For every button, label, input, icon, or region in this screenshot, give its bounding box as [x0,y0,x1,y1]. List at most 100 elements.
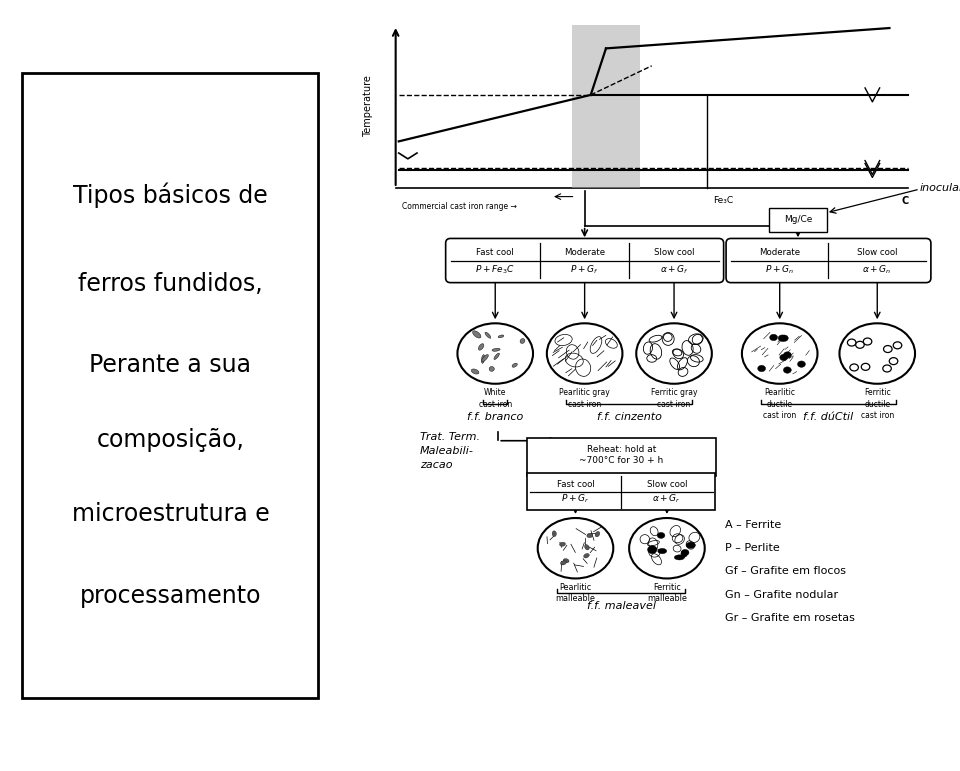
Ellipse shape [482,355,489,362]
Ellipse shape [780,354,788,361]
Ellipse shape [742,323,818,384]
Text: Fast cool: Fast cool [557,480,594,489]
Ellipse shape [686,542,695,548]
Ellipse shape [883,365,891,372]
Ellipse shape [564,558,569,563]
Ellipse shape [783,352,791,359]
Ellipse shape [636,323,712,384]
Ellipse shape [681,550,687,557]
Text: C: C [901,196,908,206]
Text: $P + G_n$: $P + G_n$ [765,263,794,275]
Text: A – Ferrite: A – Ferrite [725,520,781,530]
Ellipse shape [494,353,499,359]
Ellipse shape [848,339,856,346]
Ellipse shape [595,531,600,537]
Ellipse shape [682,550,689,556]
Text: Tipos básicos de: Tipos básicos de [73,183,268,208]
Text: Ferritic gray
cast iron: Ferritic gray cast iron [651,389,697,409]
Ellipse shape [783,367,791,373]
Text: Fe₃C: Fe₃C [712,196,732,205]
Ellipse shape [674,555,684,560]
Text: Ferritic
ductile
cast iron: Ferritic ductile cast iron [860,389,894,419]
FancyBboxPatch shape [527,438,716,476]
Ellipse shape [457,323,533,384]
Ellipse shape [492,348,500,352]
FancyBboxPatch shape [726,238,931,283]
Text: Commercial cast iron range →: Commercial cast iron range → [401,203,516,211]
Ellipse shape [481,355,485,363]
Text: microestrutura e: microestrutura e [72,503,269,527]
Ellipse shape [839,323,915,384]
Text: composição,: composição, [96,428,245,452]
Ellipse shape [757,365,765,372]
Ellipse shape [893,342,901,348]
Text: processamento: processamento [80,584,261,608]
Ellipse shape [855,342,864,348]
Ellipse shape [850,364,858,371]
Text: ferros fundidos,: ferros fundidos, [78,271,263,296]
Text: Trat. Term.
Maleabili-
zacao: Trat. Term. Maleabili- zacao [420,432,480,470]
Ellipse shape [889,358,898,365]
Ellipse shape [471,369,479,374]
Text: $P + G_f$: $P + G_f$ [570,263,599,275]
Ellipse shape [779,335,786,342]
Text: $\alpha + G_r$: $\alpha + G_r$ [653,493,682,505]
Ellipse shape [560,542,565,547]
Text: Pearlitic
malleable: Pearlitic malleable [556,583,595,603]
Text: Reheat: hold at
~700°C for 30 + h: Reheat: hold at ~700°C for 30 + h [579,446,663,465]
Ellipse shape [770,335,778,341]
Ellipse shape [561,561,566,565]
Ellipse shape [538,518,613,578]
Text: $\alpha + G_f$: $\alpha + G_f$ [660,263,688,275]
FancyBboxPatch shape [527,473,715,510]
Ellipse shape [585,544,589,550]
Text: Gf – Grafite em flocos: Gf – Grafite em flocos [725,567,846,577]
Text: Fast cool: Fast cool [476,248,515,257]
Text: White
cast iron: White cast iron [479,389,512,409]
Ellipse shape [490,366,494,372]
Text: Pearlitic gray
cast iron: Pearlitic gray cast iron [560,389,610,409]
Text: $P + G_r$: $P + G_r$ [562,493,589,505]
Ellipse shape [658,533,665,538]
Ellipse shape [520,338,525,343]
Ellipse shape [780,335,788,342]
Ellipse shape [587,534,593,537]
Text: f.f. cinzento: f.f. cinzento [597,412,661,422]
Text: Temperature: Temperature [363,76,373,137]
FancyBboxPatch shape [769,207,828,232]
Ellipse shape [547,323,622,384]
Text: f.f. branco: f.f. branco [468,412,523,422]
Text: Perante a sua: Perante a sua [89,353,252,377]
Text: Moderate: Moderate [759,248,801,257]
Text: f.f. dúCtil: f.f. dúCtil [804,412,853,422]
Ellipse shape [552,530,557,537]
Text: $P + Fe_3C$: $P + Fe_3C$ [475,263,516,275]
Text: Moderate: Moderate [564,248,605,257]
Text: Pearlitic
ductile
cast iron: Pearlitic ductile cast iron [763,389,797,419]
Ellipse shape [798,361,805,367]
Text: Slow cool: Slow cool [647,480,687,489]
Text: Mg/Ce: Mg/Ce [783,215,812,224]
Bar [572,25,639,188]
Text: Ferritic
malleable: Ferritic malleable [647,583,686,603]
Ellipse shape [658,548,666,554]
Ellipse shape [478,344,484,350]
Text: Gn – Grafite nodular: Gn – Grafite nodular [725,590,838,600]
Ellipse shape [883,345,892,352]
Text: inoculante: inoculante [920,183,960,193]
Text: f.f. maleavel: f.f. maleavel [587,601,656,611]
Ellipse shape [485,332,491,338]
Ellipse shape [648,546,657,554]
FancyBboxPatch shape [22,73,319,698]
Ellipse shape [498,335,504,338]
FancyBboxPatch shape [445,238,724,283]
Ellipse shape [863,338,872,345]
Text: P – Perlite: P – Perlite [725,544,780,554]
Ellipse shape [629,518,705,578]
Text: Gr – Grafite em rosetas: Gr – Grafite em rosetas [725,613,854,623]
Ellipse shape [472,331,481,338]
Ellipse shape [512,363,517,367]
Text: Slow cool: Slow cool [654,248,694,257]
Text: Slow cool: Slow cool [857,248,898,257]
Ellipse shape [861,363,870,370]
